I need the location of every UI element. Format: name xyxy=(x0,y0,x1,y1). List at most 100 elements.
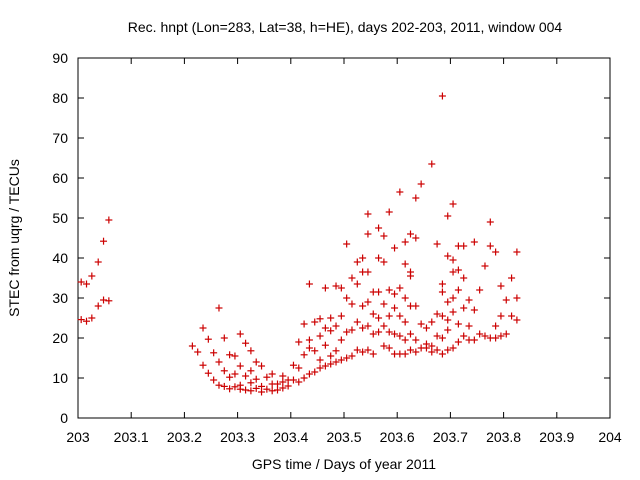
data-point xyxy=(433,310,441,318)
data-point xyxy=(375,254,383,262)
data-point xyxy=(438,288,446,296)
data-point xyxy=(83,280,91,288)
data-point xyxy=(305,370,313,378)
data-point xyxy=(391,304,399,312)
data-point xyxy=(433,332,441,340)
data-point xyxy=(332,322,340,330)
data-point xyxy=(220,367,228,375)
data-point xyxy=(449,256,457,264)
y-axis-label: STEC from uqrg / TECUs xyxy=(6,159,22,317)
data-point xyxy=(422,344,430,352)
data-point xyxy=(204,335,212,343)
data-point xyxy=(417,320,425,328)
data-point xyxy=(199,361,207,369)
data-point xyxy=(417,180,425,188)
data-point xyxy=(311,368,319,376)
data-point xyxy=(502,330,510,338)
data-point xyxy=(449,268,457,276)
data-point xyxy=(252,375,260,383)
data-point xyxy=(199,324,207,332)
data-point xyxy=(359,348,367,356)
data-point xyxy=(449,344,457,352)
y-tick-label: 60 xyxy=(52,170,68,186)
data-point xyxy=(364,268,372,276)
x-axis-label: GPS time / Days of year 2011 xyxy=(252,456,436,472)
data-point xyxy=(231,370,239,378)
data-point xyxy=(470,336,478,344)
data-point xyxy=(454,286,462,294)
data-point xyxy=(481,262,489,270)
data-point xyxy=(327,314,335,322)
data-point xyxy=(337,336,345,344)
data-point xyxy=(210,349,218,357)
y-tick-label: 90 xyxy=(52,50,68,66)
y-tick-label: 0 xyxy=(60,410,68,426)
data-point xyxy=(231,352,239,360)
y-tick-label: 40 xyxy=(52,250,68,266)
data-point xyxy=(385,344,393,352)
data-point xyxy=(380,342,388,350)
data-point xyxy=(220,334,228,342)
data-point xyxy=(88,272,96,280)
data-point xyxy=(391,290,399,298)
data-point xyxy=(348,274,356,282)
data-point xyxy=(343,354,351,362)
data-point xyxy=(438,280,446,288)
x-tick-label: 203.6 xyxy=(380,429,415,445)
x-tick-label: 203.1 xyxy=(114,429,149,445)
data-point xyxy=(412,302,420,310)
data-point xyxy=(428,160,436,168)
data-point xyxy=(508,274,516,282)
data-point xyxy=(444,212,452,220)
data-point xyxy=(460,274,468,282)
data-point xyxy=(242,372,250,380)
data-point xyxy=(486,218,494,226)
data-point xyxy=(332,358,340,366)
data-point xyxy=(295,364,303,372)
x-tick-label: 203.9 xyxy=(539,429,574,445)
data-point xyxy=(332,347,340,355)
data-point xyxy=(300,374,308,382)
data-point xyxy=(359,302,367,310)
data-point xyxy=(337,356,345,364)
axis-ticks: 203 203.1 203.2 203.3 203.4 203.5 203.6 203.7 20… xyxy=(52,50,621,445)
data-point xyxy=(470,238,478,246)
data-point xyxy=(486,242,494,250)
y-tick-label: 20 xyxy=(52,330,68,346)
data-point xyxy=(279,384,287,392)
data-point xyxy=(343,294,351,302)
data-point xyxy=(300,351,308,359)
data-point xyxy=(492,334,500,342)
data-point xyxy=(444,252,452,260)
data-point xyxy=(94,258,102,266)
data-point xyxy=(422,324,430,332)
data-point xyxy=(353,280,361,288)
data-point xyxy=(236,385,244,393)
data-point xyxy=(83,317,91,325)
data-point xyxy=(194,348,202,356)
data-point xyxy=(438,92,446,100)
data-point xyxy=(407,330,414,338)
data-point xyxy=(364,322,372,330)
data-point xyxy=(263,385,271,393)
data-point xyxy=(364,210,372,218)
data-point xyxy=(252,358,260,366)
data-point xyxy=(454,320,462,328)
data-point xyxy=(321,284,329,292)
data-point xyxy=(401,260,409,268)
data-point xyxy=(343,240,351,248)
data-point xyxy=(375,224,383,232)
data-point xyxy=(321,362,329,370)
data-point xyxy=(497,282,505,290)
data-point xyxy=(316,332,324,340)
y-tick-label: 10 xyxy=(52,370,68,386)
data-point xyxy=(105,216,113,224)
data-point xyxy=(305,280,313,288)
data-point xyxy=(77,278,85,286)
data-point xyxy=(289,361,297,369)
data-point xyxy=(348,326,356,334)
x-tick-label: 203.8 xyxy=(486,429,521,445)
data-point xyxy=(391,244,399,252)
